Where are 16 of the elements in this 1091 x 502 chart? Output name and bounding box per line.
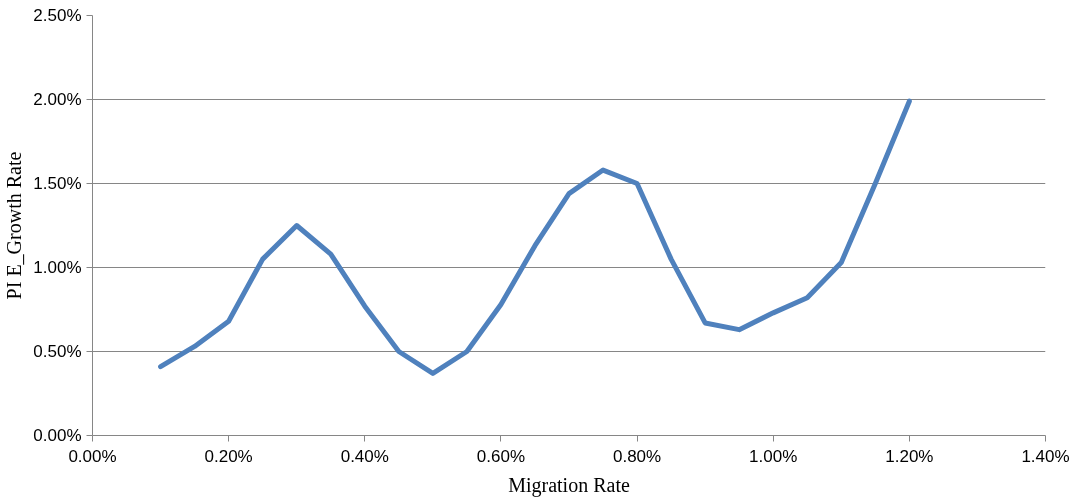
- x-tick-label: 0.80%: [612, 446, 662, 466]
- y-tick-label: 0.00%: [33, 426, 82, 445]
- x-tick-label: 0.00%: [68, 446, 117, 466]
- x-tick-label: 1.40%: [1021, 446, 1070, 466]
- y-tick-label: 2.00%: [33, 90, 82, 109]
- y-axis-title: PI E_Growth Rate: [3, 151, 26, 300]
- y-tick-label: 1.50%: [33, 174, 82, 193]
- y-tick-label: 2.50%: [33, 6, 82, 25]
- x-tick-label: 1.00%: [749, 446, 798, 466]
- x-tick-label: 1.20%: [885, 446, 934, 466]
- y-tick-label: 1.00%: [33, 258, 82, 277]
- x-tick-label: 0.40%: [340, 446, 389, 466]
- x-tick-label: 0.20%: [204, 446, 253, 466]
- y-tick-label: 0.50%: [33, 342, 82, 361]
- x-tick-label: 0.60%: [476, 446, 526, 466]
- x-axis-title: Migration Rate: [508, 473, 630, 497]
